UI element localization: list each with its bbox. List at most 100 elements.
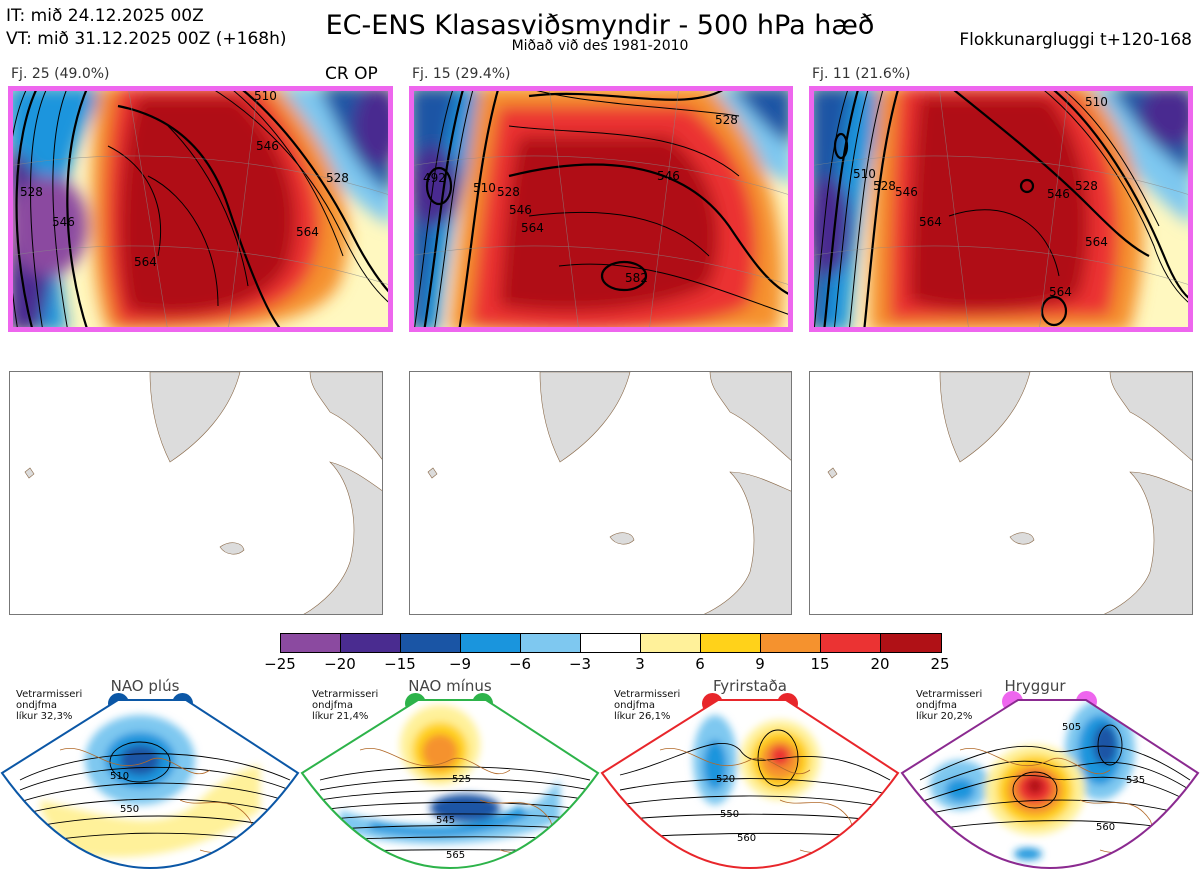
regime-3-map: 520 550 560 (600, 699, 900, 870)
contour-label: 564 (134, 255, 157, 269)
climatology-subtitle: Miðað við des 1981-2010 (511, 38, 689, 54)
colorbar-tick: −15 (384, 655, 416, 673)
contour-label: 546 (52, 215, 75, 229)
contour-label: 510 (1085, 95, 1108, 109)
regime-note-line: Vetrarmisseri (312, 689, 379, 700)
colorbar-swatch (340, 633, 401, 653)
cluster-window-label: Flokkunargluggi t+120-168 (959, 30, 1192, 50)
page-title: EC-ENS Klasasviðsmyndir - 500 hPa hæð (325, 10, 875, 41)
colorbar-tick: 20 (870, 655, 890, 673)
regime-contour-label: 545 (436, 815, 455, 826)
regime-1-note: Vetrarmisseri ondjfma líkur 32,3% (16, 689, 82, 722)
valid-time: VT: mið 31.12.2025 00Z (+168h) (6, 29, 287, 49)
contour-label: 546 (1047, 187, 1070, 201)
regime-4-map: 505 535 560 (900, 699, 1200, 870)
contour-label: 546 (509, 203, 532, 217)
regime-note-line: líkur 32,3% (16, 711, 73, 722)
colorbar-tick: 9 (755, 655, 765, 673)
colorbar-swatch (760, 633, 821, 653)
regime-contour-label: 560 (1096, 822, 1115, 833)
regime-note-line: ondjfma (916, 700, 957, 711)
colorbar-swatch (520, 633, 581, 653)
regime-3-note: Vetrarmisseri ondjfma líkur 26,1% (614, 689, 680, 722)
regime-contour-label: 505 (1062, 722, 1081, 733)
colorbar-tick: 15 (810, 655, 830, 673)
contour-label: 528 (1075, 179, 1098, 193)
regime-3-title: Fyrirstaða (713, 677, 787, 695)
cluster-2-label: Fj. 15 (29.4%) (412, 66, 511, 82)
colorbar-tick: −6 (508, 655, 532, 673)
regime-contour-label: 550 (720, 809, 739, 820)
regime-note-line: líkur 21,4% (312, 711, 369, 722)
cluster-3-map: 510 528 546 564 528 546 564 564 510 (809, 86, 1193, 332)
regime-note-line: ondjfma (312, 700, 353, 711)
regime-note-line: ondjfma (16, 700, 57, 711)
cluster-1-tag: CR OP (325, 64, 378, 84)
regime-2-note: Vetrarmisseri ondjfma líkur 21,4% (312, 689, 378, 722)
base-map-2 (409, 371, 792, 615)
cluster-2-frame (409, 86, 793, 332)
colorbar-tick: 6 (695, 655, 705, 673)
regime-note-line: Vetrarmisseri (916, 689, 983, 700)
regime-contour-label: 535 (1126, 775, 1145, 786)
contour-label: 492 (423, 171, 446, 185)
regime-contour-label: 550 (120, 804, 139, 815)
contour-label: 528 (497, 185, 520, 199)
regime-contour-label: 565 (446, 850, 465, 861)
cluster-3-frame (809, 86, 1193, 332)
colorbar-tick: −3 (568, 655, 592, 673)
colorbar-swatch (400, 633, 461, 653)
regime-note-line: ondjfma (614, 700, 655, 711)
colorbar-swatch (700, 633, 761, 653)
colorbar-swatch (280, 633, 341, 653)
contour-label: 528 (326, 171, 349, 185)
regime-2-title: NAO mínus (408, 677, 492, 695)
contour-label: 564 (1049, 285, 1072, 299)
contour-label: 564 (296, 225, 319, 239)
contour-label: 528 (20, 185, 43, 199)
contour-label: 510 (853, 167, 876, 181)
colorbar-tick: −25 (264, 655, 296, 673)
cluster-3-label: Fj. 11 (21.6%) (812, 66, 911, 82)
colorbar-tick: 25 (930, 655, 950, 673)
colorbar-swatch (640, 633, 701, 653)
base-map-3 (809, 371, 1193, 615)
colorbar-tick: −20 (324, 655, 356, 673)
contour-label: 564 (919, 215, 942, 229)
contour-label: 546 (895, 185, 918, 199)
contour-label: 564 (1085, 235, 1108, 249)
contour-label: 510 (254, 89, 277, 103)
contour-label: 582 (625, 271, 648, 285)
regime-note-line: Vetrarmisseri (614, 689, 681, 700)
regime-4-title: Hryggur (1004, 677, 1066, 695)
regime-note-line: líkur 26,1% (614, 711, 671, 722)
colorbar-swatch (820, 633, 881, 653)
contour-label: 528 (715, 113, 738, 127)
regime-2-map: 525 545 565 (300, 699, 600, 870)
regime-note-line: Vetrarmisseri (16, 689, 83, 700)
cluster-1-label: Fj. 25 (49.0%) (11, 66, 110, 82)
colorbar-tick: 3 (635, 655, 645, 673)
cluster-2-map: 492 510 528 546 564 582 528 546 (409, 86, 793, 332)
regime-contour-label: 520 (716, 774, 735, 785)
colorbar-swatch (580, 633, 641, 653)
contour-label: 564 (521, 221, 544, 235)
issue-time: IT: mið 24.12.2025 00Z (6, 6, 204, 26)
contour-label: 528 (873, 179, 896, 193)
contour-label: 510 (473, 181, 496, 195)
cluster-1-map: 510 528 546 564 528 546 564 (8, 86, 393, 332)
regime-contour-label: 525 (452, 774, 471, 785)
cluster-1-frame (8, 86, 393, 332)
regime-note-line: líkur 20,2% (916, 711, 973, 722)
regime-4-note: Vetrarmisseri ondjfma líkur 20,2% (916, 689, 982, 722)
regime-contour-label: 560 (737, 833, 756, 844)
regime-1-map: 510 550 (0, 699, 300, 870)
colorbar-swatch (880, 633, 942, 653)
colorbar-swatch (460, 633, 521, 653)
base-map-1 (9, 371, 383, 615)
contour-label: 546 (657, 169, 680, 183)
contour-label: 546 (256, 139, 279, 153)
colorbar-tick: −9 (448, 655, 472, 673)
regime-1-title: NAO plús (110, 677, 180, 695)
regime-contour-label: 510 (110, 771, 129, 782)
